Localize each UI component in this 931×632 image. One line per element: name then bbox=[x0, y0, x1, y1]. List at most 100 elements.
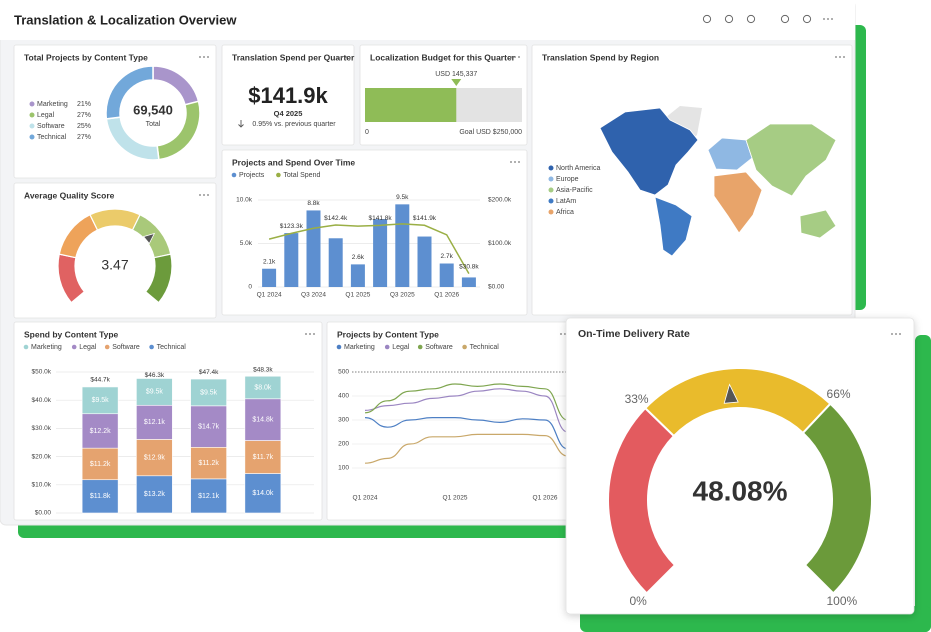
y-tick-label: $30.0k bbox=[31, 425, 51, 432]
menu-dot[interactable] bbox=[337, 56, 339, 58]
gauge-tick-label: 0% bbox=[630, 594, 648, 608]
menu-dot[interactable] bbox=[843, 56, 845, 58]
panel-title: Projects and Spend Over Time bbox=[232, 157, 355, 167]
segment-label: $12.1k bbox=[198, 493, 220, 500]
panel-title: Translation Spend per Quarter bbox=[232, 52, 355, 62]
menu-dot[interactable] bbox=[895, 333, 897, 335]
bar-segment bbox=[81, 447, 119, 481]
bar bbox=[439, 263, 454, 287]
bar bbox=[461, 277, 476, 287]
segment-label: $12.1k bbox=[144, 419, 166, 426]
legend-label: Technical bbox=[37, 134, 67, 141]
segment-label: $13.2k bbox=[144, 491, 166, 498]
x-tick-label: Q3 2025 bbox=[390, 292, 415, 299]
menu-dot[interactable] bbox=[510, 161, 512, 163]
x-tick-label: 0 bbox=[365, 129, 369, 136]
center-label: Total bbox=[146, 121, 161, 128]
y-tick-label: $50.0k bbox=[31, 369, 51, 376]
menu-dot[interactable] bbox=[839, 56, 841, 58]
gauge-band bbox=[801, 402, 873, 595]
budget-marker bbox=[451, 79, 462, 86]
menu-dot[interactable] bbox=[341, 56, 343, 58]
data-label: $142.4k bbox=[324, 215, 348, 222]
legend-dot bbox=[548, 176, 554, 182]
value-label: 21% bbox=[77, 101, 91, 108]
panel-title: Projects by Content Type bbox=[337, 329, 439, 339]
menu-dot[interactable] bbox=[514, 161, 516, 163]
menu-dot[interactable] bbox=[199, 194, 201, 196]
legend-dot bbox=[336, 344, 342, 350]
legend-dot bbox=[29, 112, 35, 118]
menu-dot[interactable] bbox=[514, 56, 516, 58]
region-shape bbox=[745, 123, 837, 197]
bar bbox=[262, 268, 277, 287]
menu-dot[interactable] bbox=[564, 333, 566, 335]
menu-dot[interactable] bbox=[207, 56, 209, 58]
menu-dot[interactable] bbox=[560, 333, 562, 335]
menu-dot[interactable] bbox=[835, 56, 837, 58]
bar bbox=[373, 219, 388, 287]
legend-dot bbox=[384, 344, 390, 350]
legend-label: LatAm bbox=[556, 198, 576, 205]
menu-dot[interactable] bbox=[510, 56, 512, 58]
y-tick-label: 10.0k bbox=[236, 197, 253, 204]
y-tick-label: 100 bbox=[338, 465, 349, 472]
legend-dot bbox=[231, 172, 237, 178]
menu-dot[interactable] bbox=[891, 333, 893, 335]
legend-dot bbox=[104, 344, 110, 350]
menu-dot[interactable] bbox=[345, 56, 347, 58]
bar bbox=[417, 236, 432, 287]
y-tick-label: 5.0k bbox=[240, 240, 253, 247]
bar-segment bbox=[244, 398, 282, 441]
line bbox=[268, 223, 470, 274]
panel-title: Translation Spend by Region bbox=[542, 52, 659, 62]
donut-slice bbox=[105, 65, 154, 120]
header-icon[interactable] bbox=[802, 14, 812, 24]
total-label: $47.4k bbox=[199, 369, 219, 376]
menu-dot[interactable] bbox=[203, 56, 205, 58]
bar-segment bbox=[136, 439, 173, 477]
menu-dot[interactable] bbox=[203, 194, 205, 196]
legend-label: Marketing bbox=[344, 344, 375, 351]
menu-dot[interactable] bbox=[518, 56, 520, 58]
legend-dot bbox=[29, 134, 35, 140]
menu-dot[interactable] bbox=[823, 18, 825, 20]
legend-label: Legal bbox=[79, 344, 97, 351]
panel bbox=[13, 182, 217, 319]
segment-label: $8.0k bbox=[254, 384, 272, 391]
data-label: 2.1k bbox=[263, 258, 276, 265]
region-shape bbox=[713, 171, 763, 234]
line bbox=[364, 383, 568, 421]
legend-label: Projects bbox=[239, 172, 265, 179]
menu-dot[interactable] bbox=[831, 18, 833, 20]
menu-dot[interactable] bbox=[827, 18, 829, 20]
y-tick-label: $20.0k bbox=[31, 453, 51, 460]
legend-label: Africa bbox=[556, 209, 574, 216]
legend-label: Total Spend bbox=[283, 172, 320, 179]
menu-dot[interactable] bbox=[207, 194, 209, 196]
menu-dot[interactable] bbox=[899, 333, 901, 335]
x-tick-label: Goal USD $250,000 bbox=[459, 129, 522, 136]
menu-dot[interactable] bbox=[309, 333, 311, 335]
header-icon[interactable] bbox=[702, 14, 712, 24]
legend-dot bbox=[149, 344, 154, 350]
menu-dot[interactable] bbox=[518, 161, 520, 163]
panel bbox=[531, 44, 853, 316]
line bbox=[364, 417, 568, 450]
bar-segment bbox=[136, 475, 173, 514]
budget-label: USD 145,337 bbox=[435, 71, 477, 78]
legend-label: Legal bbox=[392, 344, 410, 351]
header-icon[interactable] bbox=[746, 14, 756, 24]
y-tick-label: 400 bbox=[338, 393, 349, 400]
header-icon[interactable] bbox=[780, 14, 790, 24]
value-label: 25% bbox=[77, 123, 91, 130]
menu-dot[interactable] bbox=[305, 333, 307, 335]
menu-dot[interactable] bbox=[313, 333, 315, 335]
menu-dot[interactable] bbox=[199, 56, 201, 58]
segment-label: $11.2k bbox=[90, 461, 111, 468]
legend-dot bbox=[462, 344, 467, 350]
x-tick-label: Q1 2025 bbox=[443, 495, 468, 502]
header-icon[interactable] bbox=[724, 14, 734, 24]
